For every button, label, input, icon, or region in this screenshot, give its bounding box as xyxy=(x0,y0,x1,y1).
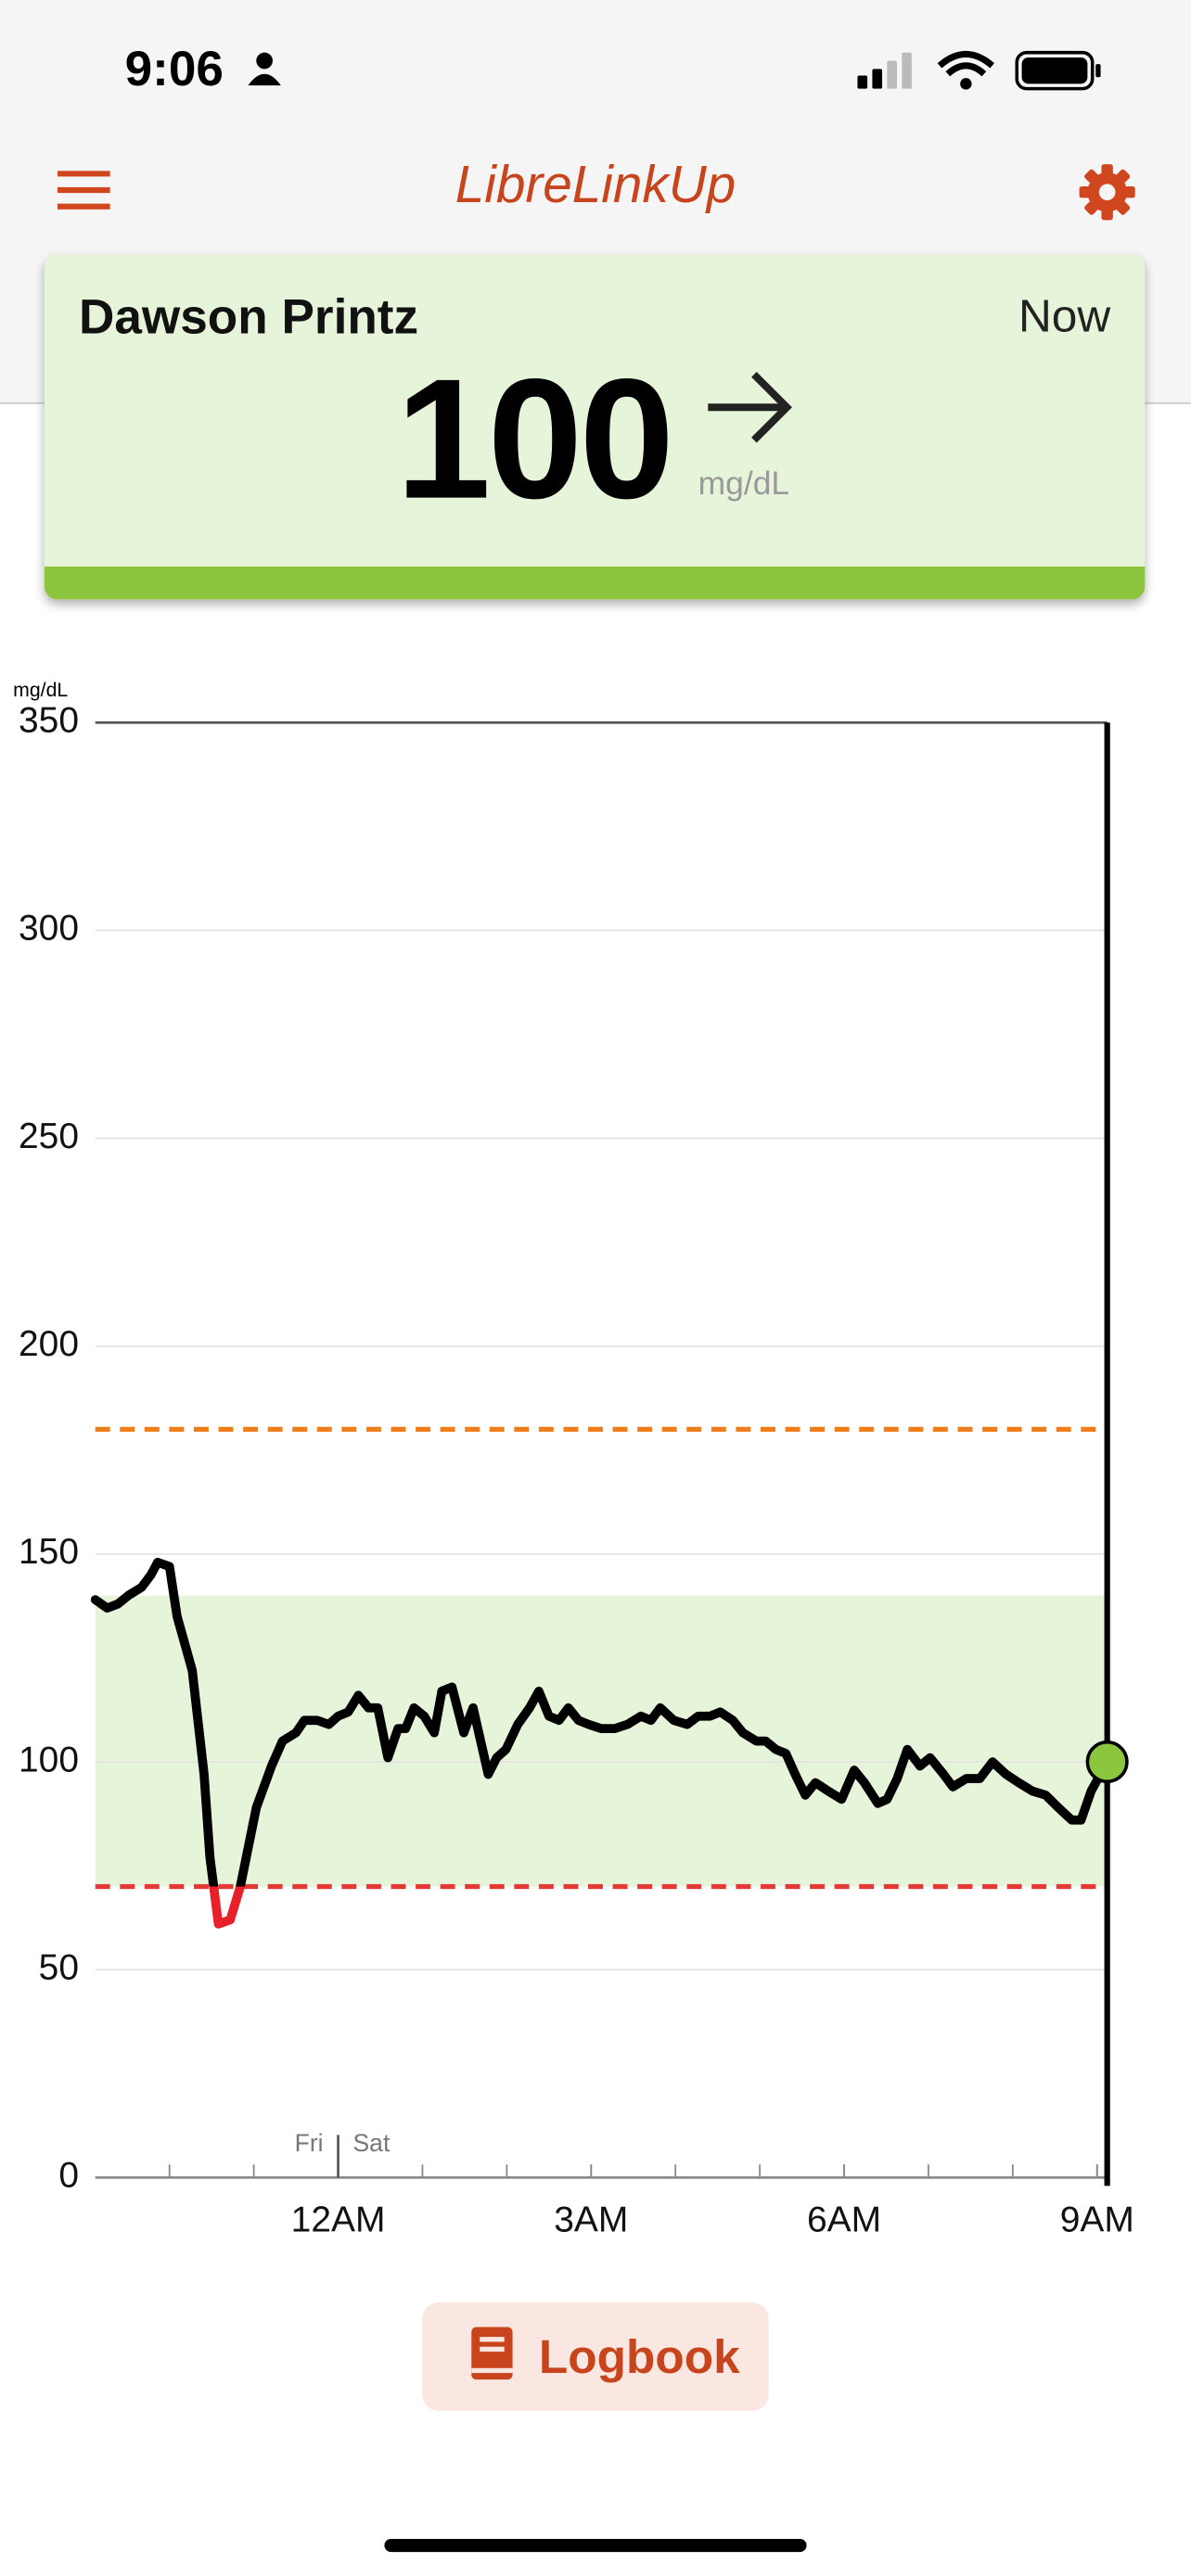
glucose-line xyxy=(90,1557,1112,1929)
status-icons xyxy=(857,50,1101,91)
logbook-button[interactable]: Logbook xyxy=(422,2302,769,2411)
day-label: Fri xyxy=(295,2129,324,2157)
target-range xyxy=(95,1595,1108,1887)
y-tick-label: 50 xyxy=(39,1947,79,1987)
x-tick-label: 6AM xyxy=(807,2200,881,2239)
y-tick-label: 150 xyxy=(19,1532,79,1572)
app-title: LibreLinkUp xyxy=(455,154,736,214)
reading-card: Dawson Printz Now 100 mg/dL xyxy=(44,254,1146,600)
logbook-icon xyxy=(471,2327,513,2380)
x-tick-label: 12AM xyxy=(291,2200,386,2239)
day-label: Sat xyxy=(352,2129,390,2157)
menu-button[interactable] xyxy=(57,171,113,213)
y-tick-label: 250 xyxy=(19,1116,79,1156)
status-bar-green xyxy=(44,566,1146,600)
y-tick-label: 0 xyxy=(58,2156,79,2196)
glucose-unit: mg/dL xyxy=(698,465,790,503)
y-tick-label: 300 xyxy=(19,909,79,949)
glucose-value: 100 xyxy=(395,344,674,536)
y-tick-label: 350 xyxy=(19,701,79,741)
person-icon xyxy=(248,52,281,86)
y-tick-label: 100 xyxy=(19,1740,79,1779)
logbook-label: Logbook xyxy=(538,2331,740,2385)
settings-button[interactable] xyxy=(1078,162,1137,222)
home-indicator xyxy=(384,2538,807,2553)
patient-name: Dawson Printz xyxy=(79,290,419,345)
x-tick-label: 9AM xyxy=(1060,2200,1134,2239)
status-time: 9:06 xyxy=(124,43,224,97)
y-unit-label: mg/dL xyxy=(13,679,68,701)
y-tick-label: 200 xyxy=(19,1324,79,1364)
current-point xyxy=(1085,1741,1129,1784)
trend-arrow xyxy=(708,371,792,443)
x-tick-label: 3AM xyxy=(554,2200,628,2239)
reading-time: Now xyxy=(1018,290,1111,342)
